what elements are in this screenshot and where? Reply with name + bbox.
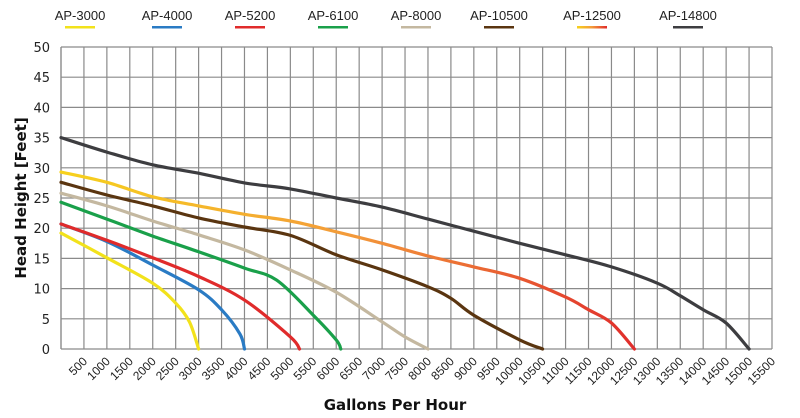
legend-label: AP-14800: [659, 8, 717, 23]
x-tick-label: 3000: [176, 354, 205, 383]
x-tick-label: 5500: [291, 354, 320, 383]
series-line-ap-10500: [59, 180, 545, 351]
x-tick-label: 2500: [153, 354, 182, 383]
legend: AP-3000 AP-4000 AP-5200 AP-6100 AP-8000 AP-10…: [55, 8, 717, 29]
legend-label: AP-4000: [142, 8, 193, 23]
series-lines: [59, 136, 751, 351]
x-tick-label: 2000: [130, 354, 159, 383]
grid: [60, 46, 773, 350]
x-tick-label: 3500: [199, 354, 228, 383]
x-tick-label: 5000: [268, 354, 297, 383]
y-axis-title: Head Height [Feet]: [12, 117, 30, 278]
y-tick-label: 10: [33, 283, 50, 298]
x-tick-labels: 5001000150020002500300035004000450050005…: [66, 354, 778, 388]
legend-label: AP-3000: [55, 8, 106, 23]
series-line-ap-6100: [59, 200, 343, 351]
series-line-ap-12500: [59, 170, 636, 351]
y-tick-label: 30: [33, 162, 50, 177]
series-line-ap-3000: [59, 231, 201, 351]
y-tick-label: 5: [42, 313, 50, 328]
y-tick-label: 20: [33, 222, 50, 237]
series-line-ap-14800: [59, 136, 751, 351]
legend-swatch: [65, 26, 95, 29]
legend-swatch: [318, 26, 348, 29]
y-tick-label: 15: [33, 252, 50, 267]
x-tick-label: 7500: [382, 354, 411, 383]
series-line-ap-5200: [59, 222, 302, 351]
legend-swatch: [401, 26, 431, 29]
legend-label: AP-8000: [391, 8, 442, 23]
y-tick-label: 50: [33, 41, 50, 56]
x-tick-label: 4500: [245, 354, 274, 383]
legend-swatch: [235, 26, 265, 29]
y-tick-label: 25: [33, 192, 50, 207]
y-tick-labels: 0 5 10 15 20 25 30 35 40 45 50: [33, 41, 50, 358]
series-line-ap-8000: [59, 191, 430, 351]
y-tick-label: 40: [33, 101, 50, 116]
y-tick-label: 35: [33, 132, 50, 147]
x-tick-label: 9000: [451, 354, 480, 383]
legend-swatch: [484, 26, 514, 29]
y-tick-label: 45: [33, 71, 50, 86]
x-tick-label: 4000: [222, 354, 251, 383]
x-tick-label: 8000: [405, 354, 434, 383]
legend-swatch: [577, 26, 607, 29]
x-tick-label: 6000: [314, 354, 343, 383]
legend-label: AP-10500: [470, 8, 528, 23]
y-tick-label: 0: [42, 343, 50, 358]
x-tick-label: 7000: [359, 354, 388, 383]
x-tick-label: 1500: [107, 354, 136, 383]
legend-label: AP-6100: [308, 8, 359, 23]
legend-swatch: [673, 26, 703, 29]
x-tick-label: 8500: [428, 354, 457, 383]
legend-label: AP-12500: [563, 8, 621, 23]
legend-swatch: [152, 26, 182, 29]
legend-label: AP-5200: [225, 8, 276, 23]
x-tick-label: 6500: [337, 354, 366, 383]
x-tick-label: 1000: [84, 354, 113, 383]
x-axis-title: Gallons Per Hour: [324, 396, 467, 414]
